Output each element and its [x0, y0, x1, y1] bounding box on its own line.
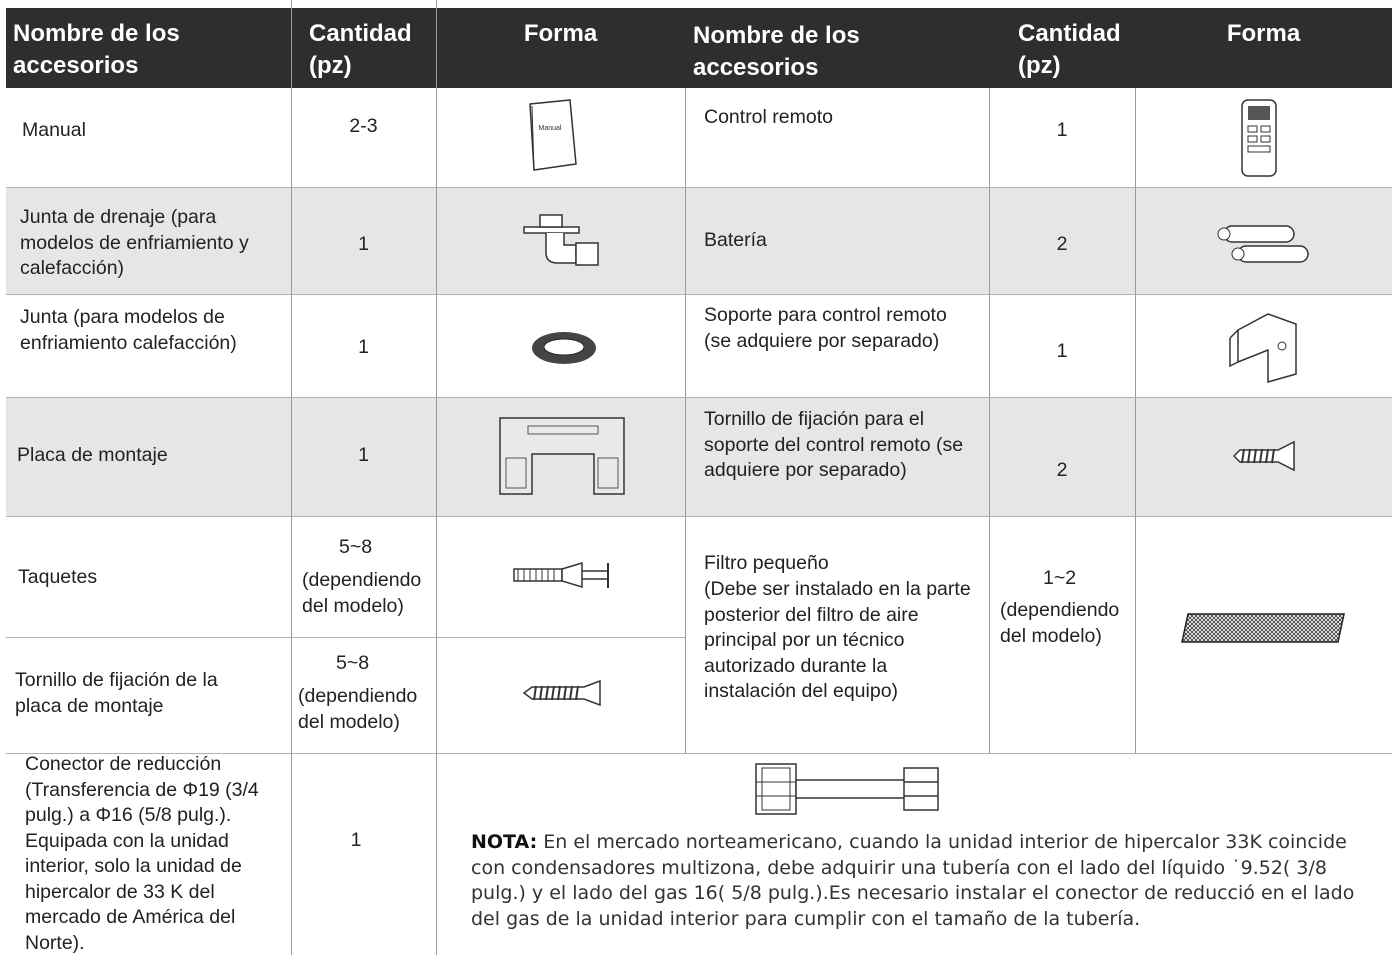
- item-name: Placa de montaje: [17, 444, 168, 466]
- row-line: [6, 397, 1392, 398]
- item-name: Batería: [704, 229, 767, 251]
- item-name: Soporte para control remoto (se adquiere…: [704, 304, 947, 352]
- item-qty: 5~8: [336, 652, 370, 674]
- row-line: [6, 637, 685, 638]
- header-cell: Cantidad (pz): [1018, 20, 1121, 79]
- item-qty: 1~2: [1043, 567, 1077, 589]
- header-cell: Nombre de los accesorios: [693, 22, 860, 81]
- note-text: En el mercado norteamericano, cuando la …: [471, 831, 1355, 930]
- note-label: NOTA:: [471, 831, 538, 853]
- filter-icon: [1181, 613, 1345, 643]
- row-bg: [6, 398, 1392, 517]
- row-line: [6, 294, 1392, 295]
- row-line: [6, 516, 1392, 517]
- item-qty: 1: [1056, 340, 1068, 362]
- item-qty: 2: [1056, 459, 1068, 481]
- item-qty: 1: [1056, 119, 1068, 141]
- col-line: [989, 88, 990, 753]
- item-qty: 1: [358, 444, 369, 466]
- item-name: Manual: [22, 119, 86, 141]
- mounting-plate-icon: [499, 417, 625, 495]
- item-name: Control remoto: [704, 106, 833, 128]
- item-qty: 1: [358, 336, 369, 358]
- holder-icon: [1229, 313, 1297, 383]
- header-cell: Cantidad (pz): [309, 20, 412, 79]
- row-bg: [6, 188, 1392, 295]
- item-name: Taquetes: [18, 566, 98, 588]
- battery-icon: [1217, 225, 1309, 263]
- item-name: Tornillo de fijación de la placa de mont…: [15, 669, 218, 717]
- header-cell: Nombre de los accesorios: [13, 20, 180, 79]
- manual-icon: Manual: [529, 99, 577, 171]
- item-qty-note: (dependiendo del modelo): [1000, 599, 1120, 647]
- item-qty: 5~8: [339, 536, 373, 558]
- header-cell: Forma: [523, 20, 598, 47]
- header-cell: Forma: [1226, 20, 1301, 47]
- item-qty: 2: [1056, 233, 1068, 255]
- item-qty: 2-3: [349, 115, 378, 137]
- remote-icon: [1241, 99, 1277, 177]
- note: NOTA: En el mercado norteamericano, cuan…: [471, 830, 1371, 932]
- header-bar: [6, 8, 1392, 88]
- item-name: Junta (para modelos de enfriamiento cale…: [20, 306, 237, 354]
- row-line: [6, 753, 1392, 754]
- item-qty-note: (dependiendo del modelo): [298, 685, 418, 733]
- item-name: Junta de drenaje (para modelos de enfria…: [20, 206, 249, 279]
- col-line: [1135, 88, 1136, 753]
- anchor-icon: [513, 561, 609, 589]
- item-name: Conector de reducción (Transferencia de …: [25, 753, 259, 954]
- item-desc: (Debe ser instalado en la parte posterio…: [704, 578, 971, 702]
- item-qty: 1: [350, 829, 362, 851]
- manual-icon-label: Manual: [539, 125, 562, 132]
- item-qty-note: (dependiendo del modelo): [302, 569, 422, 617]
- seal-icon: [532, 332, 596, 364]
- col-line: [436, 0, 437, 955]
- screw-icon: [522, 679, 601, 707]
- drain-joint-icon: [523, 214, 599, 266]
- item-qty: 1: [358, 233, 369, 255]
- row-line: [6, 187, 1392, 188]
- col-line: [685, 88, 686, 753]
- item-name: Filtro pequeño: [704, 552, 829, 574]
- col-line: [291, 0, 292, 955]
- reducer-icon: [755, 763, 939, 815]
- screw-icon: [1232, 440, 1295, 472]
- item-name: Tornillo de fijación para el soporte del…: [704, 408, 964, 481]
